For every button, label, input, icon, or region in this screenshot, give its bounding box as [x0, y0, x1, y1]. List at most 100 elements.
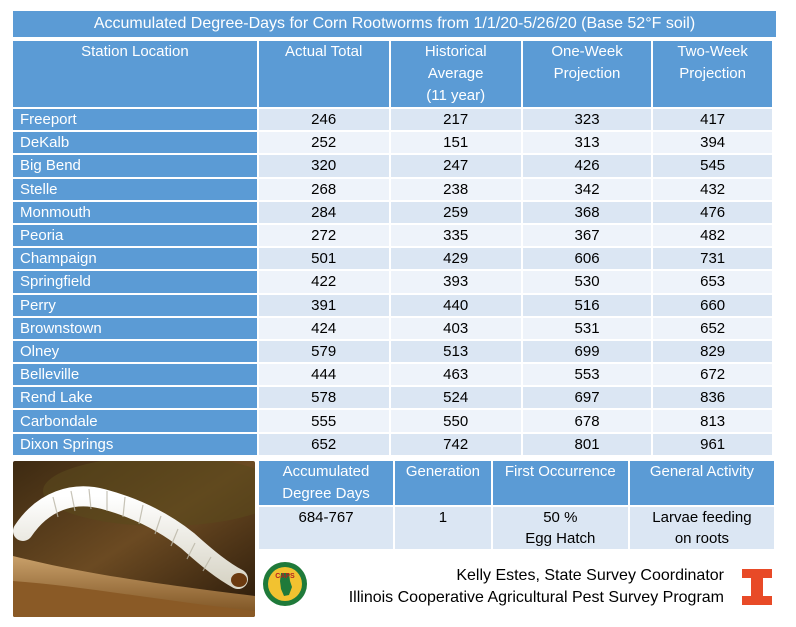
historical-average-cell: 259	[390, 201, 521, 223]
rootworm-status-table: Accumulated Degree Days Generation First …	[257, 459, 776, 551]
one-week-projection-cell: 697	[522, 387, 652, 409]
credit-coordinator: Kelly Estes, State Survey Coordinator	[456, 567, 724, 584]
page-title: Accumulated Degree-Days for Corn Rootwor…	[13, 11, 776, 37]
table-row: Rend Lake 578 524 697 836	[13, 387, 772, 409]
actual-total-cell: 579	[258, 340, 389, 363]
two-week-projection-cell: 836	[653, 387, 772, 409]
two-week-projection-cell: 829	[653, 340, 772, 363]
larva-image	[13, 461, 255, 617]
header-generation: Generation	[395, 461, 491, 505]
actual-total-cell: 252	[258, 132, 389, 154]
header-actual-total: Actual Total	[258, 41, 389, 107]
table-row: Olney 579 513 699 829	[13, 340, 772, 363]
table-row: Stelle 268 238 342 432	[13, 178, 772, 200]
actual-total-cell: 652	[258, 433, 389, 455]
station-name-cell: Monmouth	[13, 201, 257, 223]
actual-total-cell: 268	[258, 178, 389, 200]
one-week-projection-cell: 530	[522, 271, 652, 293]
table-row: Brownstown 424 403 531 652	[13, 317, 772, 339]
value-first-occurrence: 50 % Egg Hatch	[492, 507, 628, 549]
header-accumulated-degree-days: Accumulated Degree Days	[259, 461, 394, 505]
table-row: Champaign 501 429 606 731	[13, 248, 772, 270]
one-week-projection-cell: 531	[522, 317, 652, 339]
actual-total-cell: 391	[258, 294, 389, 316]
one-week-projection-cell: 516	[522, 294, 652, 316]
one-week-projection-cell: 323	[522, 109, 652, 131]
actual-total-cell: 424	[258, 317, 389, 339]
two-week-projection-cell: 813	[653, 410, 772, 432]
two-week-projection-cell: 731	[653, 248, 772, 270]
actual-total-cell: 284	[258, 201, 389, 223]
actual-total-cell: 246	[258, 109, 389, 131]
historical-average-cell: 463	[390, 364, 521, 386]
actual-total-cell: 272	[258, 224, 389, 247]
one-week-projection-cell: 342	[522, 178, 652, 200]
illinois-block-i-icon	[740, 567, 774, 607]
two-week-projection-cell: 432	[653, 178, 772, 200]
caps-seal-icon: CAPS	[262, 561, 308, 607]
actual-total-cell: 555	[258, 410, 389, 432]
station-name-cell: Dixon Springs	[13, 433, 257, 455]
table-row: Springfield 422 393 530 653	[13, 271, 772, 293]
one-week-projection-cell: 367	[522, 224, 652, 247]
two-week-projection-cell: 660	[653, 294, 772, 316]
historical-average-cell: 524	[390, 387, 521, 409]
historical-average-cell: 393	[390, 271, 521, 293]
actual-total-cell: 422	[258, 271, 389, 293]
table-row: Freeport 246 217 323 417	[13, 109, 772, 131]
station-name-cell: Peoria	[13, 224, 257, 247]
table-row: Belleville 444 463 553 672	[13, 364, 772, 386]
historical-average-cell: 403	[390, 317, 521, 339]
station-name-cell: Rend Lake	[13, 387, 257, 409]
station-name-cell: Olney	[13, 340, 257, 363]
one-week-projection-cell: 368	[522, 201, 652, 223]
value-general-activity: Larvae feeding on roots	[629, 507, 774, 549]
one-week-projection-cell: 801	[522, 433, 652, 455]
station-name-cell: Brownstown	[13, 317, 257, 339]
table-row: Carbondale 555 550 678 813	[13, 410, 772, 432]
station-name-cell: DeKalb	[13, 132, 257, 154]
station-name-cell: Champaign	[13, 248, 257, 270]
value-accumulated-degree-days: 684-767	[259, 507, 394, 549]
one-week-projection-cell: 426	[522, 155, 652, 177]
historical-average-cell: 513	[390, 340, 521, 363]
status-header-row: Accumulated Degree Days Generation First …	[259, 461, 774, 505]
station-name-cell: Perry	[13, 294, 257, 316]
actual-total-cell: 320	[258, 155, 389, 177]
two-week-projection-cell: 476	[653, 201, 772, 223]
table-row: Monmouth 284 259 368 476	[13, 201, 772, 223]
two-week-projection-cell: 961	[653, 433, 772, 455]
two-week-projection-cell: 545	[653, 155, 772, 177]
table-row: Peoria 272 335 367 482	[13, 224, 772, 247]
historical-average-cell: 217	[390, 109, 521, 131]
historical-average-cell: 550	[390, 410, 521, 432]
header-first-occurrence: First Occurrence	[492, 461, 628, 505]
historical-average-cell: 335	[390, 224, 521, 247]
historical-average-cell: 247	[390, 155, 521, 177]
header-general-activity: General Activity	[629, 461, 774, 505]
table-row: DeKalb 252 151 313 394	[13, 132, 772, 154]
station-name-cell: Stelle	[13, 178, 257, 200]
two-week-projection-cell: 652	[653, 317, 772, 339]
two-week-projection-cell: 394	[653, 132, 772, 154]
table-row: Big Bend 320 247 426 545	[13, 155, 772, 177]
header-one-week-projection: One-Week Projection	[522, 41, 652, 107]
credit-program: Illinois Cooperative Agricultural Pest S…	[348, 589, 724, 606]
two-week-projection-cell: 482	[653, 224, 772, 247]
corn-rootworm-larva-photo	[13, 461, 255, 617]
historical-average-cell: 440	[390, 294, 521, 316]
historical-average-cell: 238	[390, 178, 521, 200]
historical-average-cell: 429	[390, 248, 521, 270]
one-week-projection-cell: 606	[522, 248, 652, 270]
header-historical-average: Historical Average (11 year)	[390, 41, 521, 107]
status-value-row: 684-767 1 50 % Egg Hatch Larvae feeding on…	[259, 507, 774, 549]
one-week-projection-cell: 553	[522, 364, 652, 386]
station-name-cell: Belleville	[13, 364, 257, 386]
actual-total-cell: 501	[258, 248, 389, 270]
header-two-week-projection: Two-Week Projection	[653, 41, 772, 107]
actual-total-cell: 578	[258, 387, 389, 409]
actual-total-cell: 444	[258, 364, 389, 386]
two-week-projection-cell: 672	[653, 364, 772, 386]
one-week-projection-cell: 313	[522, 132, 652, 154]
station-name-cell: Freeport	[13, 109, 257, 131]
